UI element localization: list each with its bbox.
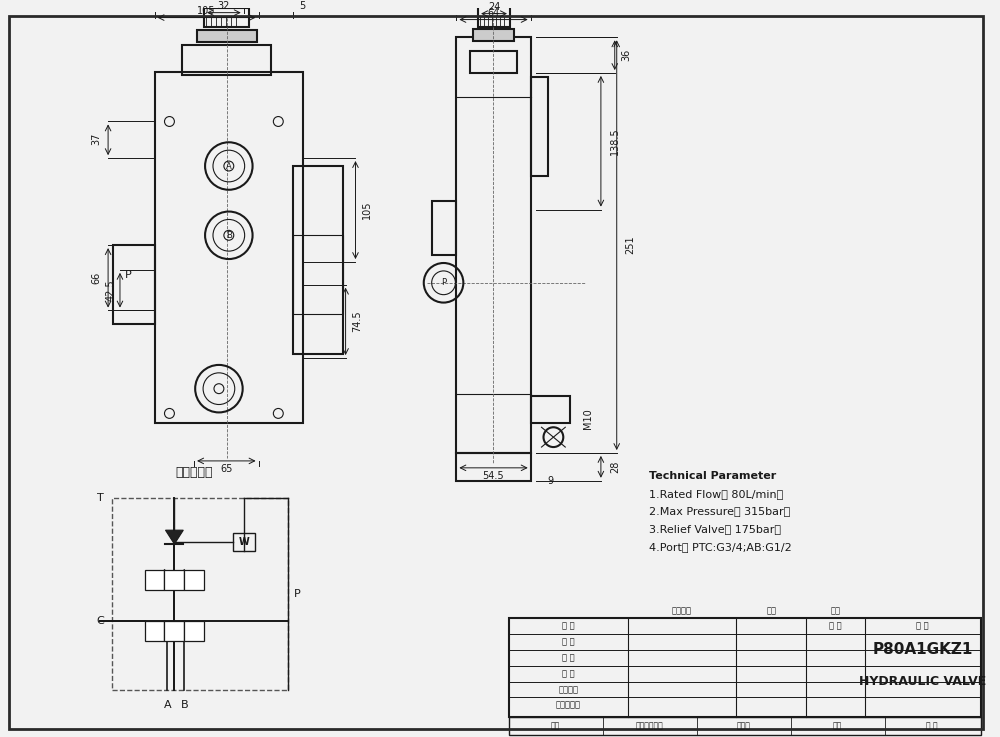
Text: 24: 24 bbox=[488, 1, 500, 12]
Text: 32: 32 bbox=[218, 1, 230, 11]
Text: 138.5: 138.5 bbox=[610, 128, 620, 155]
Text: M10: M10 bbox=[583, 408, 593, 429]
Text: 105: 105 bbox=[197, 6, 215, 15]
Text: 描 图: 描 图 bbox=[562, 653, 575, 663]
Bar bbox=[112, 497, 288, 691]
Text: 比例: 比例 bbox=[830, 607, 840, 615]
Bar bbox=[509, 717, 981, 735]
Text: A: A bbox=[164, 700, 171, 710]
Bar bbox=[197, 30, 257, 42]
Text: 校 对: 校 对 bbox=[562, 669, 575, 678]
Text: 65: 65 bbox=[221, 464, 233, 474]
Bar bbox=[155, 72, 303, 423]
Bar bbox=[184, 621, 204, 641]
Bar bbox=[470, 52, 517, 73]
Text: 9: 9 bbox=[547, 476, 553, 486]
Text: 2.Max Pressure： 315bar，: 2.Max Pressure： 315bar， bbox=[649, 506, 791, 517]
Text: B: B bbox=[226, 231, 232, 240]
Text: 共 集: 共 集 bbox=[829, 622, 842, 631]
Bar bbox=[184, 570, 204, 590]
Text: 更改内容描述: 更改内容描述 bbox=[636, 722, 663, 730]
Text: 5: 5 bbox=[299, 1, 305, 10]
Text: P80A1GKZ1: P80A1GKZ1 bbox=[872, 643, 973, 657]
Bar bbox=[204, 7, 249, 27]
Bar bbox=[509, 618, 981, 717]
Text: 3.Relief Valve： 175bar；: 3.Relief Valve： 175bar； bbox=[649, 524, 781, 534]
Text: 日期: 日期 bbox=[833, 722, 842, 730]
Text: 重量: 重量 bbox=[766, 607, 776, 615]
Bar bbox=[164, 621, 184, 641]
Text: P: P bbox=[441, 279, 446, 287]
Text: 标记: 标记 bbox=[551, 722, 560, 730]
Text: 审 批: 审 批 bbox=[926, 722, 937, 730]
Text: 251: 251 bbox=[626, 236, 636, 254]
Bar bbox=[531, 77, 548, 176]
Text: A: A bbox=[226, 161, 232, 170]
Text: C: C bbox=[96, 616, 104, 626]
Bar bbox=[473, 29, 514, 41]
Bar bbox=[113, 245, 155, 324]
Text: T: T bbox=[97, 492, 104, 503]
Text: B: B bbox=[180, 700, 188, 710]
Bar bbox=[182, 45, 271, 75]
Text: 更改人: 更改人 bbox=[736, 722, 750, 730]
Bar bbox=[145, 621, 164, 641]
Text: 工艺检查: 工艺检查 bbox=[558, 685, 578, 694]
Bar bbox=[432, 200, 456, 255]
Text: 第 集: 第 集 bbox=[916, 622, 929, 631]
Text: 74.5: 74.5 bbox=[352, 310, 362, 332]
Text: 4.Port： PTC:G3/4;AB:G1/2: 4.Port： PTC:G3/4;AB:G1/2 bbox=[649, 542, 792, 552]
Text: 54.5: 54.5 bbox=[482, 471, 504, 481]
Text: 64: 64 bbox=[487, 7, 499, 18]
Text: P: P bbox=[294, 589, 301, 598]
Bar bbox=[233, 533, 255, 551]
Bar bbox=[531, 396, 570, 423]
Text: 36: 36 bbox=[622, 49, 632, 61]
Bar bbox=[293, 235, 343, 315]
Bar bbox=[456, 453, 531, 481]
Bar bbox=[293, 166, 343, 354]
Text: W: W bbox=[238, 537, 249, 547]
Text: HYDRAULIC VALVE: HYDRAULIC VALVE bbox=[859, 675, 986, 688]
Text: 66: 66 bbox=[91, 272, 101, 284]
Text: 图样标记: 图样标记 bbox=[672, 607, 692, 615]
Text: Technical Parameter: Technical Parameter bbox=[649, 471, 777, 481]
Bar bbox=[164, 570, 184, 590]
Text: 37: 37 bbox=[91, 133, 101, 145]
Bar bbox=[145, 570, 164, 590]
Text: P: P bbox=[125, 270, 131, 280]
Text: 制 图: 制 图 bbox=[562, 638, 575, 646]
Text: 标准化检查: 标准化检查 bbox=[556, 701, 581, 710]
Bar bbox=[478, 6, 510, 27]
Text: 42.5: 42.5 bbox=[105, 279, 115, 301]
Text: 105: 105 bbox=[362, 200, 372, 219]
Text: 28: 28 bbox=[610, 461, 620, 473]
Text: 设 计: 设 计 bbox=[562, 622, 575, 631]
Text: 1.Rated Flow： 80L/min；: 1.Rated Flow： 80L/min； bbox=[649, 489, 784, 499]
Polygon shape bbox=[165, 530, 183, 544]
Text: 液压原理图: 液压原理图 bbox=[175, 466, 213, 479]
Bar bbox=[456, 38, 531, 453]
